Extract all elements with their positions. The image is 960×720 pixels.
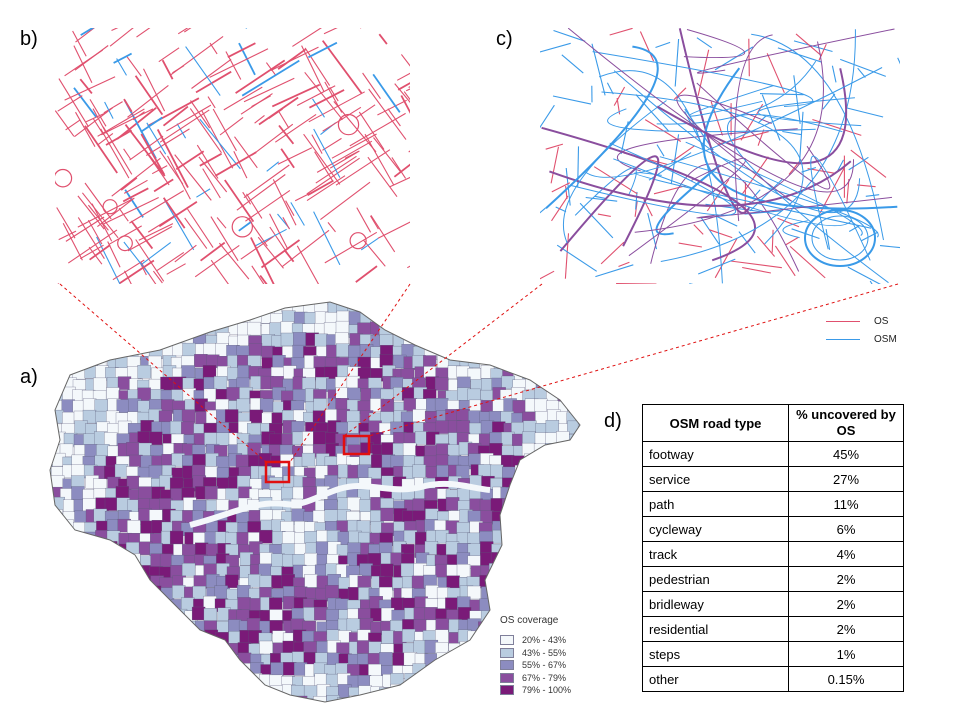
legend-item-os: OS bbox=[826, 312, 897, 330]
road-type-cell: pedestrian bbox=[642, 566, 789, 592]
uncovered-cell: 2% bbox=[788, 591, 904, 617]
panel-label-d: d) bbox=[604, 410, 622, 432]
panel-label-c: c) bbox=[496, 28, 513, 50]
street-network-b bbox=[55, 28, 410, 284]
legend-label-os: OS bbox=[874, 315, 889, 327]
table-row: footway 45% bbox=[642, 441, 904, 467]
panel-label-b: b) bbox=[20, 28, 38, 50]
street-lines bbox=[55, 28, 410, 284]
osm-road-type-table: OSM road type % uncovered by OS footway 4… bbox=[642, 404, 904, 692]
os-line-swatch bbox=[826, 320, 860, 322]
road-source-legend: OS OSM bbox=[826, 312, 897, 348]
coverage-legend-title: OS coverage bbox=[500, 615, 559, 626]
uncovered-cell: 6% bbox=[788, 516, 904, 542]
uncovered-cell: 27% bbox=[788, 466, 904, 492]
coverage-swatch bbox=[500, 647, 514, 658]
legend-label-osm: OSM bbox=[874, 333, 897, 345]
uncovered-cell: 2% bbox=[788, 616, 904, 642]
coverage-swatch bbox=[500, 660, 514, 671]
road-type-cell: bridleway bbox=[642, 591, 789, 617]
uncovered-cell: 45% bbox=[788, 441, 904, 467]
road-type-cell: other bbox=[642, 666, 789, 692]
header-road-type: OSM road type bbox=[642, 404, 789, 442]
coverage-label: 20% - 43% bbox=[522, 635, 567, 646]
coverage-legend-item: 79% - 100% bbox=[500, 684, 571, 697]
table-row: bridleway 2% bbox=[642, 591, 904, 617]
table-row: service 27% bbox=[642, 466, 904, 492]
coverage-legend: OS coverage 20% - 43% 43% - 55% 55% - 67… bbox=[500, 615, 571, 697]
table-row: other 0.15% bbox=[642, 666, 904, 692]
road-type-cell: steps bbox=[642, 641, 789, 667]
map-panel-c bbox=[540, 28, 900, 284]
coverage-label: 67% - 79% bbox=[522, 672, 567, 683]
uncovered-cell: 11% bbox=[788, 491, 904, 517]
table-header-row: OSM road type % uncovered by OS bbox=[642, 404, 904, 442]
table-row: pedestrian 2% bbox=[642, 566, 904, 592]
table-row: steps 1% bbox=[642, 641, 904, 667]
river-thames bbox=[189, 480, 491, 528]
road-type-cell: cycleway bbox=[642, 516, 789, 542]
coverage-legend-item: 20% - 43% bbox=[500, 634, 571, 647]
header-uncovered: % uncovered by OS bbox=[788, 404, 904, 442]
coverage-legend-item: 43% - 55% bbox=[500, 647, 571, 660]
coverage-swatch bbox=[500, 685, 514, 696]
table-row: cycleway 6% bbox=[642, 516, 904, 542]
coverage-label: 79% - 100% bbox=[522, 685, 572, 696]
coverage-swatch bbox=[500, 672, 514, 683]
coverage-label: 55% - 67% bbox=[522, 660, 567, 671]
osm-line-swatch bbox=[826, 338, 860, 340]
table-row: path 11% bbox=[642, 491, 904, 517]
uncovered-cell: 0.15% bbox=[788, 666, 904, 692]
street-network-c bbox=[540, 28, 900, 284]
uncovered-cell: 2% bbox=[788, 566, 904, 592]
coverage-label: 43% - 55% bbox=[522, 647, 567, 658]
road-type-cell: footway bbox=[642, 441, 789, 467]
coverage-legend-item: 55% - 67% bbox=[500, 659, 571, 672]
map-panel-b bbox=[55, 28, 410, 284]
table-row: track 4% bbox=[642, 541, 904, 567]
uncovered-cell: 4% bbox=[788, 541, 904, 567]
uncovered-cell: 1% bbox=[788, 641, 904, 667]
table-row: residential 2% bbox=[642, 616, 904, 642]
street-lines bbox=[540, 28, 900, 284]
road-type-cell: path bbox=[642, 491, 789, 517]
coverage-swatch bbox=[500, 635, 514, 646]
panel-label-a: a) bbox=[20, 366, 38, 388]
road-type-cell: service bbox=[642, 466, 789, 492]
legend-item-osm: OSM bbox=[826, 330, 897, 348]
road-type-cell: track bbox=[642, 541, 789, 567]
road-type-cell: residential bbox=[642, 616, 789, 642]
coverage-legend-item: 67% - 79% bbox=[500, 672, 571, 685]
